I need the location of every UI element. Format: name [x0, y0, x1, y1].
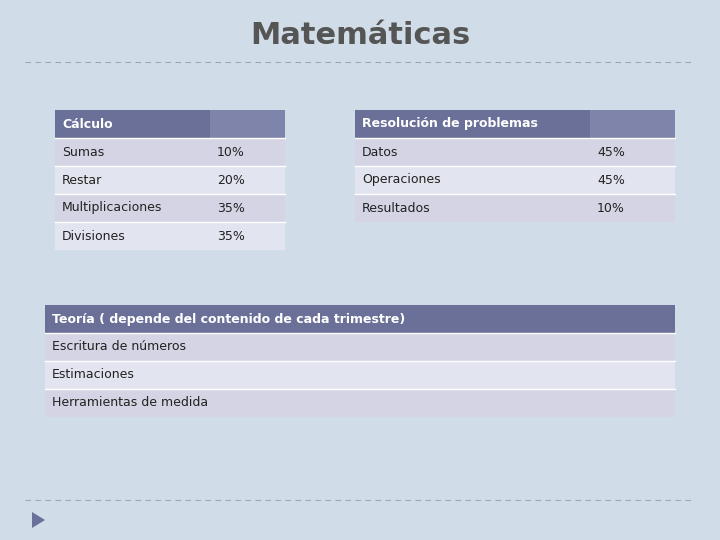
Text: Escritura de números: Escritura de números	[52, 341, 186, 354]
Text: Matemáticas: Matemáticas	[250, 21, 470, 50]
Bar	[55, 110, 210, 138]
Text: 10%: 10%	[597, 201, 625, 214]
Bar	[45, 389, 675, 417]
Bar	[355, 194, 675, 222]
Text: Teoría ( depende del contenido de cada trimestre): Teoría ( depende del contenido de cada t…	[52, 313, 405, 326]
Text: Divisiones: Divisiones	[62, 230, 126, 242]
Bar	[45, 333, 675, 361]
Text: Resultados: Resultados	[362, 201, 431, 214]
Bar	[55, 166, 285, 194]
Text: Resolución de problemas: Resolución de problemas	[362, 118, 538, 131]
Polygon shape	[32, 512, 45, 528]
Text: Estimaciones: Estimaciones	[52, 368, 135, 381]
Bar	[355, 110, 590, 138]
Bar	[55, 194, 285, 222]
Text: 20%: 20%	[217, 173, 245, 186]
Text: Sumas: Sumas	[62, 145, 104, 159]
Text: 10%: 10%	[217, 145, 245, 159]
Bar	[355, 166, 675, 194]
Text: Operaciones: Operaciones	[362, 173, 441, 186]
Bar	[590, 110, 675, 138]
Text: 45%: 45%	[597, 145, 625, 159]
Bar	[210, 110, 285, 138]
Text: Cálculo: Cálculo	[62, 118, 112, 131]
Bar	[45, 305, 675, 333]
Text: 35%: 35%	[217, 230, 245, 242]
Text: 35%: 35%	[217, 201, 245, 214]
Text: Herramientas de medida: Herramientas de medida	[52, 396, 208, 409]
Bar	[55, 138, 285, 166]
Text: 45%: 45%	[597, 173, 625, 186]
Text: Multiplicaciones: Multiplicaciones	[62, 201, 163, 214]
Bar	[45, 361, 675, 389]
Text: Restar: Restar	[62, 173, 102, 186]
Bar	[355, 138, 675, 166]
Text: Datos: Datos	[362, 145, 398, 159]
Bar	[55, 222, 285, 250]
